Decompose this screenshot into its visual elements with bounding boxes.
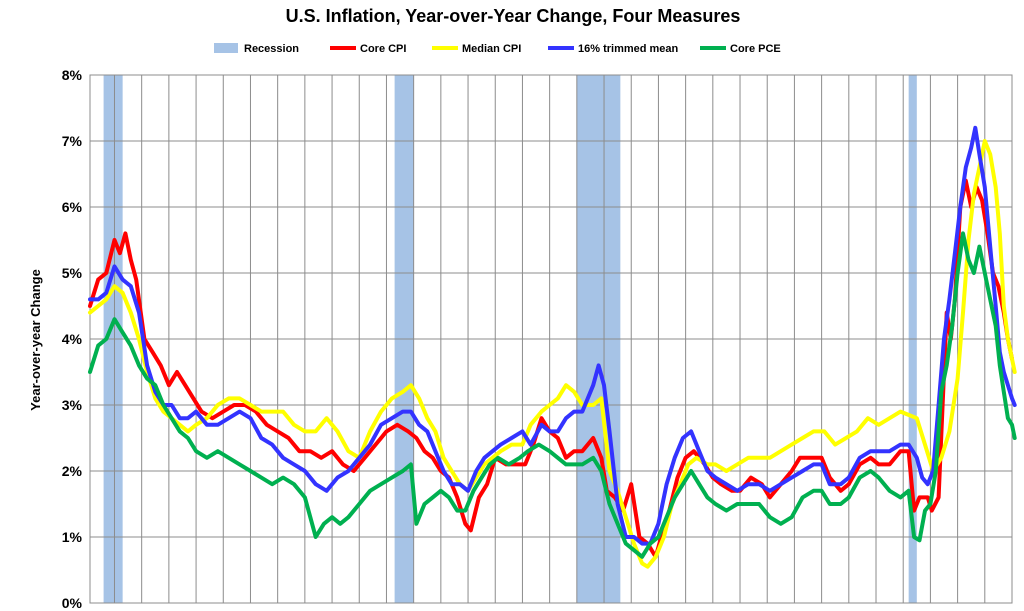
y-tick-label: 1%: [62, 529, 83, 545]
y-tick-label: 8%: [62, 67, 83, 83]
series-line-core-cpi: [88, 178, 1014, 559]
y-axis-label: Year-over-year Change: [28, 269, 43, 411]
legend-swatch-recession: [214, 43, 238, 53]
legend-label-core-cpi: Core CPI: [360, 43, 406, 55]
plot-border: [89, 74, 1013, 604]
series-line-16-trimmed-mean: [88, 125, 1017, 546]
y-tick-label: 3%: [62, 397, 83, 413]
legend-label-median-cpi: Median CPI: [462, 43, 521, 55]
series-line-median-cpi: [88, 139, 1017, 569]
chart-title: U.S. Inflation, Year-over-Year Change, F…: [286, 6, 741, 26]
y-tick-label: 5%: [62, 265, 83, 281]
y-tick-label: 7%: [62, 133, 83, 149]
plot-area: [88, 74, 1017, 604]
series-line-core-pce: [88, 231, 1017, 559]
legend-label-16-trimmed-mean: 16% trimmed mean: [578, 43, 679, 55]
y-tick-label: 6%: [62, 199, 83, 215]
y-axis: 0% 1% 2% 3% 4% 5% 6% 7% 8%: [62, 67, 83, 611]
legend-label-core-pce: Core PCE: [730, 43, 781, 55]
legend: Recession Core CPI Median CPI 16% trimmed m…: [214, 43, 781, 55]
legend-label-recession: Recession: [244, 43, 299, 55]
y-tick-label: 4%: [62, 331, 83, 347]
y-tick-label: 0%: [62, 595, 83, 611]
y-tick-label: 2%: [62, 463, 83, 479]
